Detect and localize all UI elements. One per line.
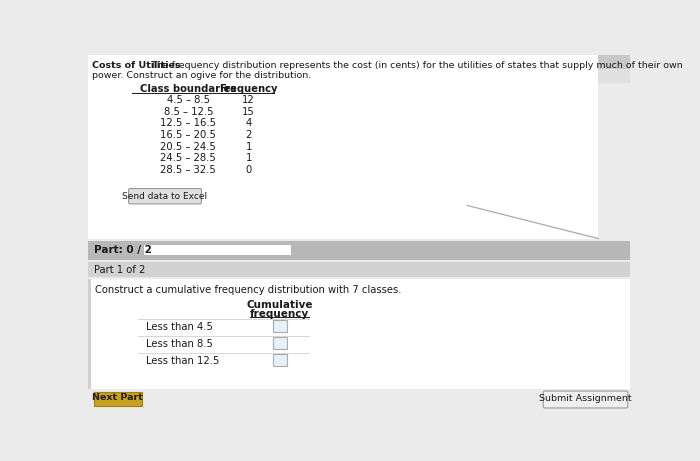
Text: Cumulative: Cumulative bbox=[246, 300, 313, 310]
Text: 12: 12 bbox=[242, 95, 255, 106]
Bar bbox=[88, 278, 90, 389]
Text: 20.5 – 24.5: 20.5 – 24.5 bbox=[160, 142, 216, 152]
Bar bbox=[94, 392, 141, 406]
Text: 12.5 – 16.5: 12.5 – 16.5 bbox=[160, 118, 216, 129]
Bar bbox=[273, 320, 287, 332]
Text: Submit Assignment: Submit Assignment bbox=[539, 394, 631, 403]
Text: 2: 2 bbox=[246, 130, 252, 140]
Text: power. Construct an ogive for the distribution.: power. Construct an ogive for the distri… bbox=[92, 71, 312, 81]
Text: Less than 8.5: Less than 8.5 bbox=[146, 339, 213, 349]
Text: Part 1 of 2: Part 1 of 2 bbox=[94, 265, 145, 275]
Text: 4: 4 bbox=[246, 118, 252, 129]
Text: 4.5 – 8.5: 4.5 – 8.5 bbox=[167, 95, 210, 106]
Text: 8.5 – 12.5: 8.5 – 12.5 bbox=[164, 107, 213, 117]
Text: Send data to Excel: Send data to Excel bbox=[122, 192, 208, 201]
Text: Part: 0 / 2: Part: 0 / 2 bbox=[94, 245, 152, 255]
Bar bbox=[88, 278, 630, 389]
FancyBboxPatch shape bbox=[543, 391, 628, 408]
Bar bbox=[88, 389, 630, 410]
Text: 24.5 – 28.5: 24.5 – 28.5 bbox=[160, 153, 216, 163]
Bar bbox=[144, 245, 291, 255]
Text: 1: 1 bbox=[246, 153, 252, 163]
Text: The frequency distribution represents the cost (in cents) for the utilities of s: The frequency distribution represents th… bbox=[148, 61, 682, 71]
Bar bbox=[88, 55, 598, 239]
Text: 1: 1 bbox=[246, 142, 252, 152]
Text: Next Part: Next Part bbox=[92, 393, 144, 402]
Text: Less than 4.5: Less than 4.5 bbox=[146, 322, 213, 332]
Bar bbox=[598, 55, 630, 69]
Text: Costs of Utilities: Costs of Utilities bbox=[92, 61, 181, 71]
Bar bbox=[598, 69, 630, 83]
Text: frequency: frequency bbox=[250, 309, 309, 319]
Text: 28.5 – 32.5: 28.5 – 32.5 bbox=[160, 165, 216, 175]
Bar bbox=[88, 241, 630, 260]
Text: Less than 12.5: Less than 12.5 bbox=[146, 355, 219, 366]
FancyBboxPatch shape bbox=[129, 189, 202, 204]
Text: 0: 0 bbox=[246, 165, 252, 175]
Text: 16.5 – 20.5: 16.5 – 20.5 bbox=[160, 130, 216, 140]
Text: Construct a cumulative frequency distribution with 7 classes.: Construct a cumulative frequency distrib… bbox=[95, 285, 402, 295]
Text: Frequency: Frequency bbox=[220, 84, 278, 94]
Bar bbox=[88, 262, 630, 277]
Text: 15: 15 bbox=[242, 107, 255, 117]
Bar bbox=[273, 337, 287, 349]
Text: Class boundaries: Class boundaries bbox=[140, 84, 237, 94]
Bar bbox=[273, 354, 287, 366]
